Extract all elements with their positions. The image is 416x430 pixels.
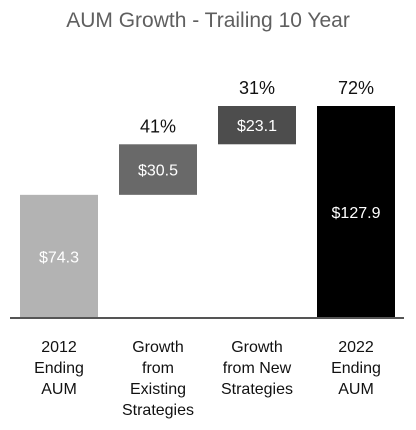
category-label-line: 2022 [338,339,374,356]
category-label-line: Strategies [221,381,293,398]
chart-title: AUM Growth - Trailing 10 Year [66,9,350,32]
bar-percent-label-3: 31% [239,78,275,98]
category-label-line: Existing [130,381,186,398]
category-label-line: Strategies [122,402,194,419]
bar-3 [218,106,296,145]
category-label-line: Ending [34,360,84,377]
bar-1 [20,194,98,318]
category-label-3: Growth from New Strategies [221,339,293,398]
bar-value-label-1: $74.3 [39,249,79,266]
category-label-1: 2012 Ending AUM [34,339,84,398]
category-label-line: Growth [231,339,283,356]
category-labels-layer: 2012 Ending AUM Growth from Existing Strategie… [34,339,381,419]
bars-layer: $74.3 $30.5 41% $23.1 31% $127.9 72% [20,78,395,318]
category-label-line: AUM [41,381,77,398]
bar-percent-label-2: 41% [140,116,176,136]
category-label-line: Growth [132,339,184,356]
category-label-4: 2022 Ending AUM [331,339,381,398]
bar-4 [317,106,395,318]
bar-value-label-4: $127.9 [332,205,381,222]
category-label-line: AUM [338,381,374,398]
bar-2 [119,144,197,195]
category-label-2: Growth from Existing Strategies [122,339,194,419]
category-label-line: from New [223,360,292,377]
category-label-line: 2012 [41,339,77,356]
category-label-line: from [142,360,174,377]
bar-percent-label-4: 72% [338,78,374,98]
bar-value-label-2: $30.5 [138,163,178,180]
bar-value-label-3: $23.1 [237,118,277,135]
category-label-line: Ending [331,360,381,377]
